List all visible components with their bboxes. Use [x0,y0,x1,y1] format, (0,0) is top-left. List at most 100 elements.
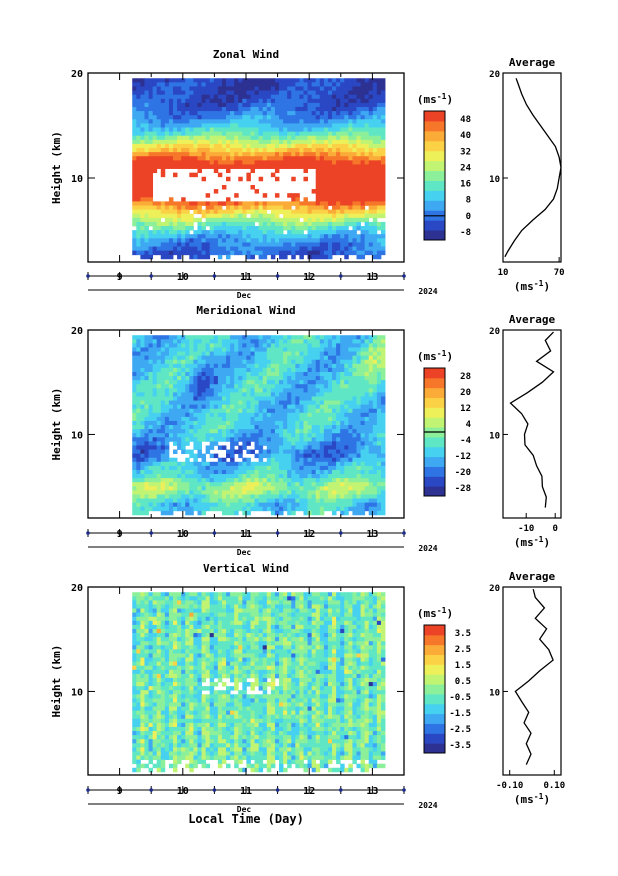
heatmap-cell [246,510,251,516]
heatmap-cell [332,184,337,190]
heatmap-cell [368,420,374,426]
heatmap-cell [213,453,219,459]
heatmap-cell [287,367,292,373]
heatmap-cell [336,189,341,194]
heatmap-cell [156,209,162,215]
heatmap-cell [344,355,349,361]
heatmap-cell [140,180,145,186]
heatmap-cell [152,502,158,508]
heatmap-cell [348,221,353,227]
heatmap-cell [140,123,145,128]
heatmap-cell [372,102,378,108]
heatmap-cell [173,160,178,165]
heatmap-cell [193,355,198,361]
heatmap-cell [356,461,361,467]
heatmap-cell [185,209,190,215]
heatmap-cell [221,425,227,430]
heatmap-cell [356,246,361,252]
heatmap-cell [348,371,353,377]
heatmap-cell [356,242,361,247]
heatmap-cell [140,221,145,227]
heatmap-cell [246,160,251,165]
heatmap-cell [217,465,223,471]
heatmap-cell [230,392,235,397]
heatmap-cell [299,90,304,96]
heatmap-cell [234,392,239,397]
heatmap-cell [258,230,264,235]
heatmap-cell [372,131,378,137]
heatmap-cell [209,209,215,215]
heatmap-cell [364,408,370,414]
heatmap-cell [291,246,296,252]
heatmap-cell [234,388,239,393]
heatmap-cell [368,90,374,96]
heatmap-cell [148,380,154,385]
heatmap-cell [246,376,251,381]
heatmap-cell [270,238,276,243]
heatmap-cell [140,449,145,455]
heatmap-cell [254,217,260,223]
heatmap-cell [274,486,280,491]
heatmap-cell [160,343,166,348]
heatmap-cell [323,343,329,348]
heatmap-cell [164,221,170,227]
heatmap-cell [230,453,235,459]
heatmap-cell [177,355,182,361]
heatmap-cell [295,392,300,397]
heatmap-cell [156,396,162,401]
heatmap-cell [311,106,317,112]
heatmap-cell [213,380,219,385]
heatmap-cell [250,205,255,210]
heatmap-cell [319,209,325,215]
heatmap-cell [168,139,174,145]
heatmap-cell [201,502,207,508]
heatmap-cell [307,469,313,475]
heatmap-cell [303,106,308,112]
heatmap-cell [352,221,357,227]
heatmap-cell [140,250,145,256]
heatmap-cell [234,90,239,96]
heatmap-cell [266,102,272,108]
heatmap-cell [266,201,272,206]
heatmap-cell [156,119,162,124]
heatmap-cell [356,380,361,385]
heatmap-cell [291,230,296,235]
heatmap-cell [270,139,276,145]
heatmap-cell [295,143,300,149]
heatmap-cell [364,143,370,149]
heatmap-cell [136,115,141,120]
heatmap-cell [368,457,374,463]
heatmap-cell [189,433,194,438]
heatmap-cell [197,478,202,483]
heatmap-cell [315,254,321,260]
heatmap-cell [238,494,243,499]
heatmap-cell [209,152,215,157]
heatmap-cell [164,131,170,137]
heatmap-cell [336,494,341,499]
heatmap-cell [319,506,325,512]
heatmap-cell [336,404,341,410]
heatmap-cell [250,388,255,393]
heatmap-cell [152,416,158,422]
heatmap-cell [279,78,284,83]
heatmap-cell [242,152,247,157]
heatmap-cell [140,486,145,491]
heatmap-cell [242,238,247,243]
heatmap-cell [140,148,145,153]
heatmap-cell [307,115,313,120]
heatmap-cell [327,143,333,149]
heatmap-cell [148,474,154,479]
heatmap-cell [376,90,382,96]
heatmap-cell [234,217,239,223]
heatmap-cell [217,238,223,243]
heatmap-cell [327,115,333,120]
heatmap-cell [295,347,300,352]
heatmap-cell [230,367,235,373]
heatmap-cell [356,168,361,174]
heatmap-cell [340,388,345,393]
heatmap-cell [319,86,325,91]
heatmap-cell [266,429,272,434]
heatmap-cell [177,139,182,145]
heatmap-cell [270,408,276,414]
heatmap-cell [352,441,357,446]
